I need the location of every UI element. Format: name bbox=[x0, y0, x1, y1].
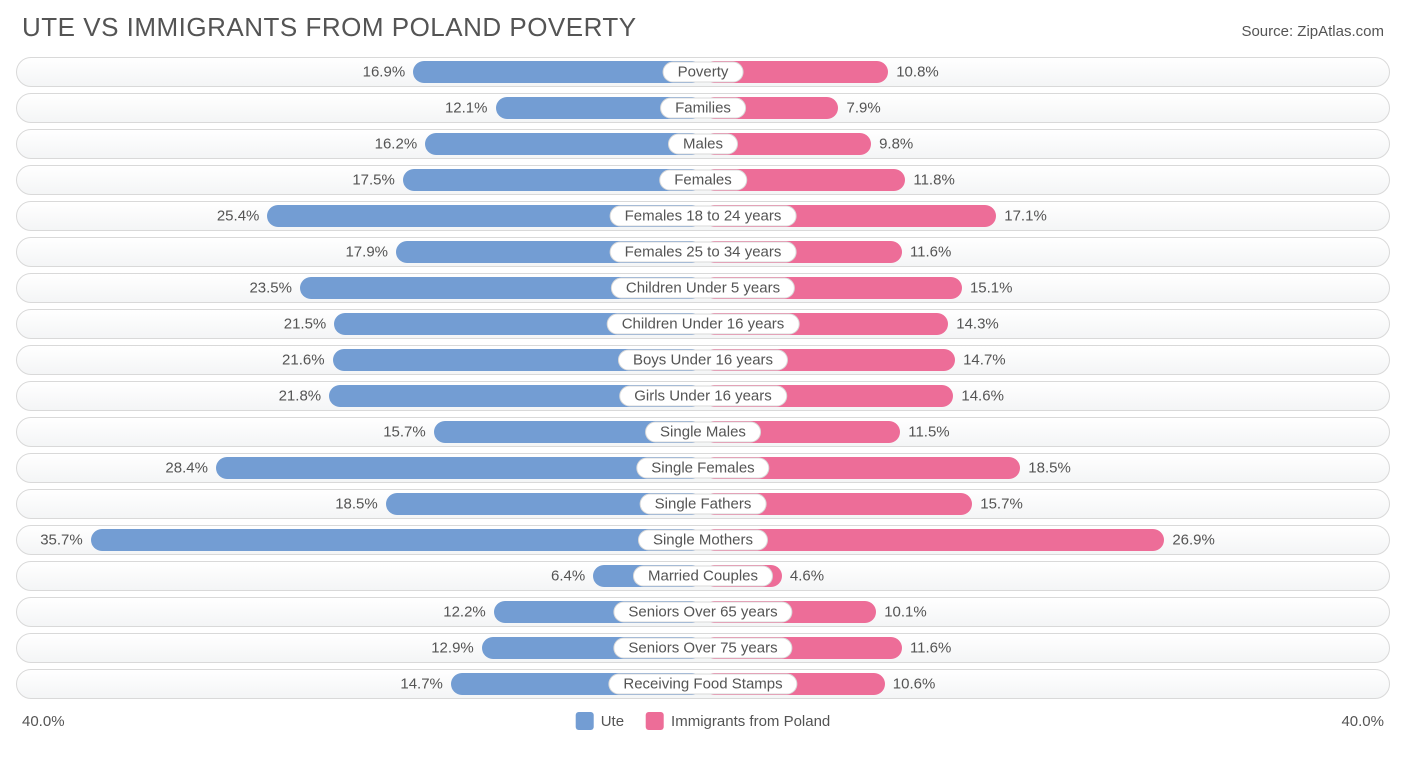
value-left: 16.9% bbox=[363, 64, 406, 81]
category-label: Females bbox=[659, 170, 747, 191]
chart-row: 28.4% 18.5% Single Females bbox=[16, 453, 1390, 483]
value-right: 11.6% bbox=[910, 640, 951, 657]
value-right: 10.1% bbox=[884, 604, 927, 621]
chart-row: 18.5% 15.7% Single Fathers bbox=[16, 489, 1390, 519]
category-label: Single Mothers bbox=[638, 530, 768, 551]
value-right: 15.7% bbox=[980, 496, 1023, 513]
category-label: Boys Under 16 years bbox=[618, 350, 788, 371]
chart-row: 17.9% 11.6% Females 25 to 34 years bbox=[16, 237, 1390, 267]
value-left: 23.5% bbox=[249, 280, 292, 297]
legend-item-ute: Ute bbox=[576, 712, 624, 730]
value-right: 10.6% bbox=[893, 676, 936, 693]
chart-row: 14.7% 10.6% Receiving Food Stamps bbox=[16, 669, 1390, 699]
chart-row: 17.5% 11.8% Females bbox=[16, 165, 1390, 195]
value-left: 17.9% bbox=[345, 244, 388, 261]
value-right: 14.7% bbox=[963, 352, 1006, 369]
value-right: 4.6% bbox=[790, 568, 824, 585]
value-left: 35.7% bbox=[40, 532, 83, 549]
chart-row: 16.2% 9.8% Males bbox=[16, 129, 1390, 159]
category-label: Seniors Over 65 years bbox=[613, 602, 792, 623]
category-label: Children Under 16 years bbox=[607, 314, 800, 335]
chart-row: 12.1% 7.9% Families bbox=[16, 93, 1390, 123]
category-label: Females 25 to 34 years bbox=[610, 242, 797, 263]
value-left: 28.4% bbox=[165, 460, 208, 477]
bar-right bbox=[703, 529, 1164, 551]
category-label: Children Under 5 years bbox=[611, 278, 795, 299]
chart-header: UTE VS IMMIGRANTS FROM POLAND POVERTY So… bbox=[16, 12, 1390, 43]
value-right: 11.8% bbox=[913, 172, 954, 189]
value-right: 11.6% bbox=[910, 244, 951, 261]
bar-left bbox=[413, 61, 703, 83]
value-right: 7.9% bbox=[846, 100, 880, 117]
chart-row: 12.9% 11.6% Seniors Over 75 years bbox=[16, 633, 1390, 663]
value-right: 26.9% bbox=[1172, 532, 1215, 549]
chart-row: 21.5% 14.3% Children Under 16 years bbox=[16, 309, 1390, 339]
chart-row: 6.4% 4.6% Married Couples bbox=[16, 561, 1390, 591]
value-right: 14.3% bbox=[956, 316, 999, 333]
chart-row: 21.6% 14.7% Boys Under 16 years bbox=[16, 345, 1390, 375]
value-left: 21.6% bbox=[282, 352, 325, 369]
value-left: 12.9% bbox=[431, 640, 474, 657]
value-left: 15.7% bbox=[383, 424, 426, 441]
chart-row: 21.8% 14.6% Girls Under 16 years bbox=[16, 381, 1390, 411]
category-label: Single Females bbox=[636, 458, 769, 479]
category-label: Poverty bbox=[663, 62, 744, 83]
category-label: Males bbox=[668, 134, 738, 155]
chart-row: 35.7% 26.9% Single Mothers bbox=[16, 525, 1390, 555]
chart-row: 16.9% 10.8% Poverty bbox=[16, 57, 1390, 87]
category-label: Families bbox=[660, 98, 746, 119]
legend-label-left: Ute bbox=[601, 713, 624, 730]
value-right: 17.1% bbox=[1004, 208, 1047, 225]
category-label: Receiving Food Stamps bbox=[608, 674, 797, 695]
value-left: 21.5% bbox=[284, 316, 327, 333]
diverging-bar-chart: 16.9% 10.8% Poverty 12.1% 7.9% Families 16.2% 9… bbox=[16, 57, 1390, 699]
chart-source: Source: ZipAtlas.com bbox=[1241, 23, 1384, 40]
chart-footer: 40.0% Ute Immigrants from Poland 40.0% bbox=[16, 709, 1390, 733]
chart-row: 25.4% 17.1% Females 18 to 24 years bbox=[16, 201, 1390, 231]
chart-row: 15.7% 11.5% Single Males bbox=[16, 417, 1390, 447]
category-label: Married Couples bbox=[633, 566, 773, 587]
legend: Ute Immigrants from Poland bbox=[576, 712, 831, 730]
axis-max-right: 40.0% bbox=[1341, 713, 1384, 730]
chart-row: 12.2% 10.1% Seniors Over 65 years bbox=[16, 597, 1390, 627]
chart-row: 23.5% 15.1% Children Under 5 years bbox=[16, 273, 1390, 303]
value-left: 17.5% bbox=[352, 172, 395, 189]
category-label: Girls Under 16 years bbox=[619, 386, 787, 407]
value-right: 14.6% bbox=[961, 388, 1004, 405]
legend-item-immigrants: Immigrants from Poland bbox=[646, 712, 830, 730]
value-left: 12.2% bbox=[443, 604, 486, 621]
value-right: 15.1% bbox=[970, 280, 1013, 297]
value-right: 10.8% bbox=[896, 64, 939, 81]
chart-title: UTE VS IMMIGRANTS FROM POLAND POVERTY bbox=[22, 12, 637, 43]
category-label: Females 18 to 24 years bbox=[610, 206, 797, 227]
axis-max-left: 40.0% bbox=[22, 713, 65, 730]
category-label: Seniors Over 75 years bbox=[613, 638, 792, 659]
value-right: 9.8% bbox=[879, 136, 913, 153]
value-right: 11.5% bbox=[908, 424, 949, 441]
bar-left bbox=[425, 133, 703, 155]
bar-left bbox=[216, 457, 703, 479]
value-left: 6.4% bbox=[551, 568, 585, 585]
value-left: 12.1% bbox=[445, 100, 488, 117]
legend-swatch-left bbox=[576, 712, 594, 730]
category-label: Single Fathers bbox=[640, 494, 767, 515]
value-left: 18.5% bbox=[335, 496, 378, 513]
legend-swatch-right bbox=[646, 712, 664, 730]
value-left: 21.8% bbox=[279, 388, 322, 405]
value-left: 25.4% bbox=[217, 208, 260, 225]
value-left: 14.7% bbox=[400, 676, 443, 693]
legend-label-right: Immigrants from Poland bbox=[671, 713, 830, 730]
value-left: 16.2% bbox=[375, 136, 418, 153]
category-label: Single Males bbox=[645, 422, 761, 443]
value-right: 18.5% bbox=[1028, 460, 1071, 477]
bar-left bbox=[403, 169, 703, 191]
bar-left bbox=[91, 529, 703, 551]
